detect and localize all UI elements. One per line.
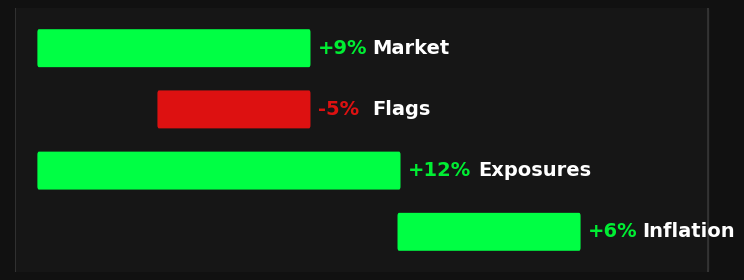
Text: +12%: +12% (408, 161, 471, 180)
Text: +6%: +6% (588, 222, 638, 241)
Text: Exposures: Exposures (478, 161, 591, 180)
FancyBboxPatch shape (37, 29, 310, 67)
FancyBboxPatch shape (397, 213, 580, 251)
Text: Flags: Flags (372, 100, 430, 119)
FancyBboxPatch shape (158, 90, 310, 128)
FancyBboxPatch shape (37, 152, 400, 190)
Text: -5%: -5% (318, 100, 359, 119)
Text: +9%: +9% (318, 39, 368, 58)
Text: Market: Market (372, 39, 449, 58)
Text: Inflation: Inflation (642, 222, 735, 241)
FancyBboxPatch shape (15, 0, 708, 280)
